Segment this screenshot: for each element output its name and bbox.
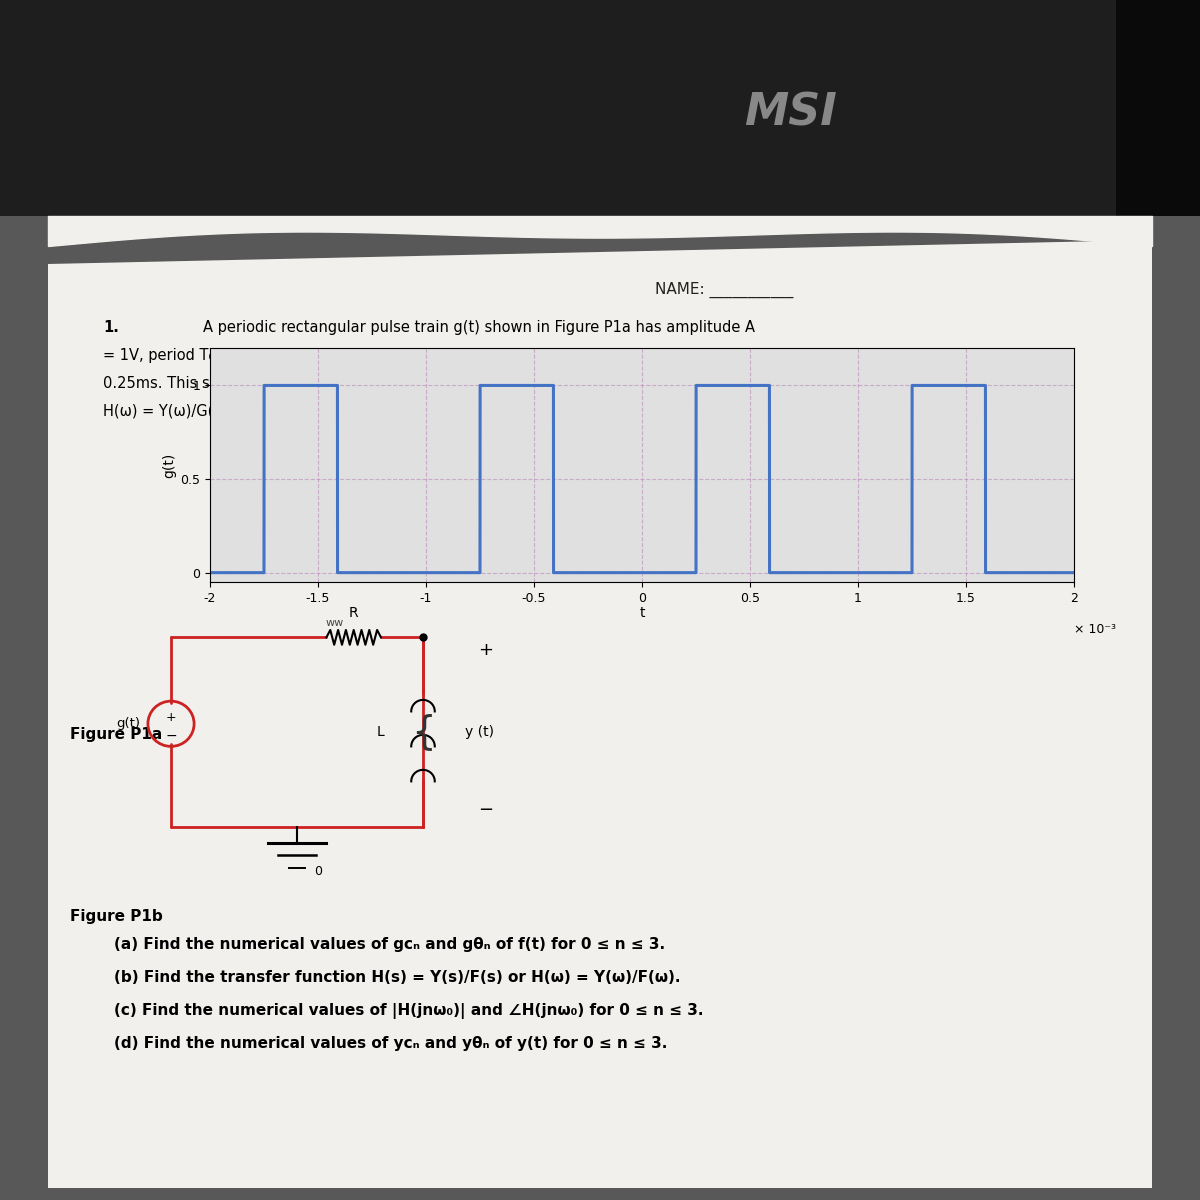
Text: MSI: MSI (744, 92, 836, 134)
Text: = 1V, period T₀ = 1ms, and pulse width tau = 0.34ms. The time delay of g(t) is t: = 1V, period T₀ = 1ms, and pulse width t… (103, 348, 720, 362)
X-axis label: t: t (640, 606, 644, 620)
Text: +: + (479, 641, 493, 659)
Text: 0: 0 (314, 865, 322, 878)
Text: × 10⁻³: × 10⁻³ (1074, 624, 1116, 636)
Text: Figure P1a: Figure P1a (70, 727, 162, 742)
Text: −: − (166, 730, 176, 743)
Text: Figure P1b: Figure P1b (70, 910, 163, 924)
Text: L: L (377, 725, 385, 739)
Polygon shape (48, 240, 1152, 1188)
Y-axis label: g(t): g(t) (162, 452, 176, 478)
Text: 1.: 1. (103, 319, 119, 335)
Text: (c) Find the numerical values of |H(jnω₀)| and ∠H(jnω₀) for 0 ≤ n ≤ 3.: (c) Find the numerical values of |H(jnω₀… (114, 1003, 703, 1019)
Text: ww: ww (325, 618, 344, 628)
Bar (0, 0, 1200, 216)
Text: −: − (479, 802, 493, 820)
Text: (a) Find the numerical values of gcₙ and gθₙ of f(t) for 0 ≤ n ≤ 3.: (a) Find the numerical values of gcₙ and… (114, 937, 665, 953)
Text: (d) Find the numerical values of ycₙ and yθₙ of y(t) for 0 ≤ n ≤ 3.: (d) Find the numerical values of ycₙ and… (114, 1036, 667, 1051)
Bar (1116, 0, 1200, 216)
Text: A periodic rectangular pulse train g(t) shown in Figure P1a has amplitude A: A periodic rectangular pulse train g(t) … (203, 319, 755, 335)
Bar (0, 216, 1200, 1200)
Text: y (t): y (t) (466, 725, 494, 739)
Text: NAME: ___________: NAME: ___________ (655, 282, 793, 299)
Text: +: + (166, 712, 176, 724)
Text: 0.25ms. This signal is applied to a circuit shown in Figure P1b. Let R = 1kΩ, L : 0.25ms. This signal is applied to a circ… (103, 376, 738, 391)
Text: H(ω) = Y(ω)/G(ω).  ω₀ = 2π/T₀.: H(ω) = Y(ω)/G(ω). ω₀ = 2π/T₀. (103, 403, 328, 419)
Text: g(t): g(t) (116, 718, 140, 731)
Text: R: R (349, 606, 359, 619)
Text: {: { (410, 713, 436, 751)
Text: (b) Find the transfer function H(s) = Y(s)/F(s) or H(ω) = Y(ω)/F(ω).: (b) Find the transfer function H(s) = Y(… (114, 970, 680, 985)
